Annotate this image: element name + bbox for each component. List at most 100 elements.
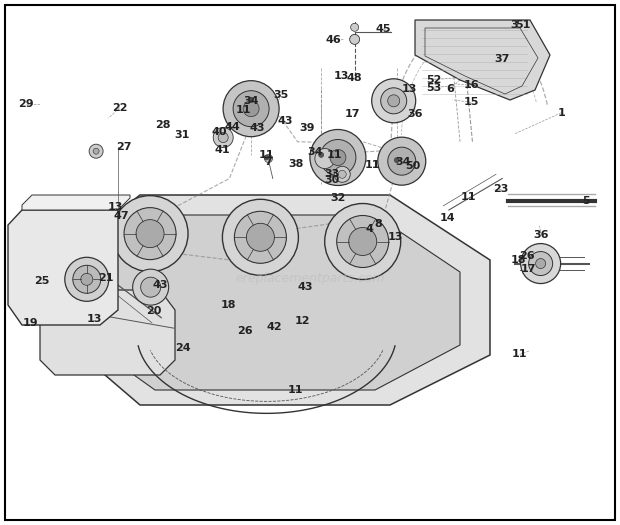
Circle shape <box>124 207 176 260</box>
Circle shape <box>89 144 103 158</box>
Circle shape <box>133 269 169 305</box>
Circle shape <box>330 150 346 165</box>
Circle shape <box>388 147 416 175</box>
Circle shape <box>320 140 356 175</box>
Text: 11: 11 <box>288 385 304 395</box>
Circle shape <box>334 166 350 182</box>
Circle shape <box>223 81 279 136</box>
Circle shape <box>218 132 228 143</box>
Text: 43: 43 <box>153 280 167 290</box>
Circle shape <box>243 101 259 117</box>
Circle shape <box>264 155 269 160</box>
Text: 7: 7 <box>265 156 272 167</box>
Circle shape <box>310 130 366 185</box>
Text: 5: 5 <box>582 196 590 206</box>
Text: 11: 11 <box>512 349 527 360</box>
Circle shape <box>388 95 400 107</box>
Text: 11: 11 <box>365 160 379 171</box>
Circle shape <box>372 79 415 123</box>
Text: 45: 45 <box>375 24 391 34</box>
Circle shape <box>381 88 407 114</box>
Text: 31: 31 <box>174 130 189 141</box>
Circle shape <box>141 277 161 297</box>
Circle shape <box>315 149 335 169</box>
Circle shape <box>73 265 101 293</box>
Polygon shape <box>415 20 550 100</box>
Circle shape <box>350 34 360 45</box>
Text: 18: 18 <box>221 299 236 310</box>
Text: 24: 24 <box>175 342 191 353</box>
Text: 25: 25 <box>34 276 49 286</box>
Text: 11: 11 <box>327 150 342 160</box>
Circle shape <box>112 196 188 271</box>
Text: 51: 51 <box>515 20 530 30</box>
Text: ereplacementparts.com: ereplacementparts.com <box>235 272 385 285</box>
Circle shape <box>339 170 346 178</box>
Text: 13: 13 <box>334 70 348 81</box>
Text: 30: 30 <box>325 174 340 185</box>
Text: 13: 13 <box>87 314 102 324</box>
Circle shape <box>325 204 401 279</box>
Text: 11: 11 <box>460 192 476 202</box>
Text: 27: 27 <box>117 142 131 152</box>
Text: 1: 1 <box>557 108 565 118</box>
Text: 18: 18 <box>510 255 526 265</box>
Text: 48: 48 <box>347 72 363 83</box>
Text: 26: 26 <box>237 326 253 336</box>
Text: 19: 19 <box>23 318 39 328</box>
Text: 13: 13 <box>388 232 403 243</box>
Text: 34: 34 <box>307 147 322 157</box>
Text: 32: 32 <box>330 193 345 204</box>
Text: 17: 17 <box>521 264 536 274</box>
Text: 53: 53 <box>427 83 441 93</box>
Text: 33: 33 <box>324 169 339 180</box>
Text: 37: 37 <box>495 54 510 64</box>
Text: 46: 46 <box>326 35 342 46</box>
Text: 38: 38 <box>289 159 304 170</box>
Text: 34: 34 <box>243 96 259 106</box>
Text: 22: 22 <box>112 102 128 113</box>
Circle shape <box>233 91 269 127</box>
Circle shape <box>529 251 552 276</box>
Polygon shape <box>85 215 460 390</box>
Polygon shape <box>40 290 175 375</box>
Text: 11: 11 <box>236 105 252 116</box>
Text: 21: 21 <box>98 273 113 284</box>
Text: 15: 15 <box>464 97 479 108</box>
Text: 13: 13 <box>108 202 123 213</box>
Text: 47: 47 <box>113 211 130 222</box>
Text: 43: 43 <box>298 282 313 292</box>
Text: 43: 43 <box>249 122 265 133</box>
Text: 8: 8 <box>374 219 382 229</box>
Text: 40: 40 <box>211 127 227 138</box>
Text: 20: 20 <box>146 306 161 316</box>
Text: 42: 42 <box>267 321 283 332</box>
Text: 44: 44 <box>224 122 241 132</box>
Circle shape <box>319 152 324 158</box>
Text: 16: 16 <box>463 80 479 90</box>
Text: 17: 17 <box>345 109 360 119</box>
Circle shape <box>234 211 286 264</box>
Polygon shape <box>8 210 118 325</box>
Circle shape <box>521 244 560 284</box>
Text: 39: 39 <box>299 122 314 133</box>
Text: 43: 43 <box>278 116 293 126</box>
Circle shape <box>348 227 377 256</box>
Text: 13: 13 <box>402 84 417 94</box>
Circle shape <box>223 200 298 275</box>
Circle shape <box>93 148 99 154</box>
Text: 11: 11 <box>259 150 275 160</box>
Text: 41: 41 <box>214 144 230 155</box>
Circle shape <box>378 137 426 185</box>
Text: 35: 35 <box>273 89 288 100</box>
Text: 34: 34 <box>396 156 410 167</box>
Text: 12: 12 <box>295 316 311 327</box>
Circle shape <box>136 219 164 248</box>
Circle shape <box>81 274 93 285</box>
Circle shape <box>213 128 233 148</box>
Text: 36: 36 <box>533 229 549 240</box>
Polygon shape <box>22 195 130 210</box>
Text: 29: 29 <box>18 99 34 109</box>
Circle shape <box>65 257 108 301</box>
Text: 23: 23 <box>494 184 508 194</box>
